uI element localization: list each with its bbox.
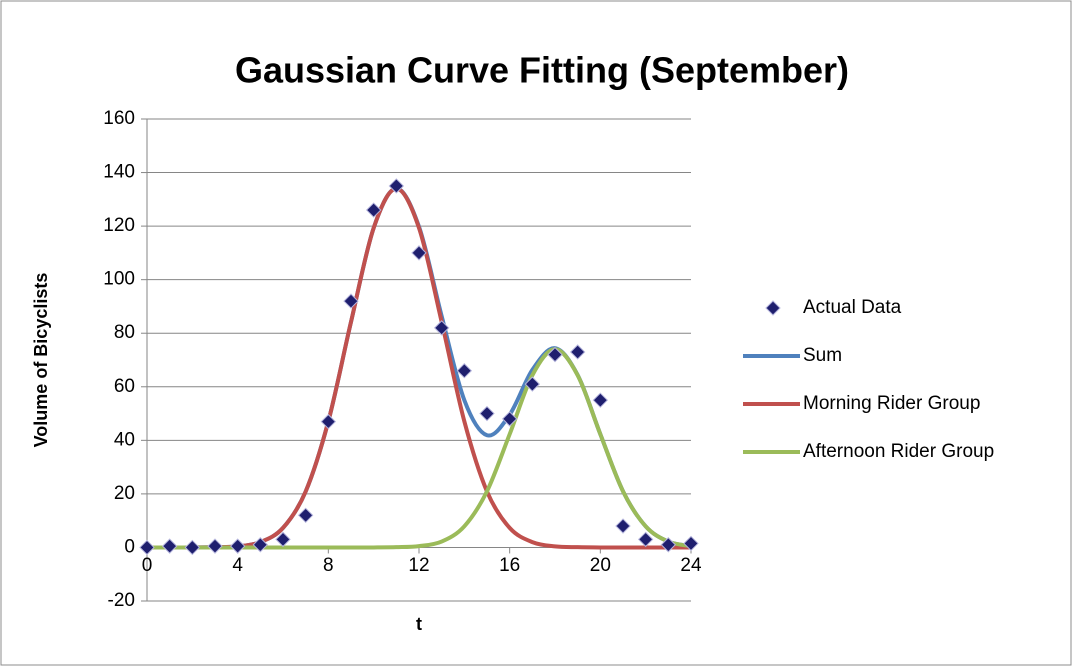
x-tick-label: 4	[232, 555, 243, 576]
legend-marker	[765, 300, 781, 316]
y-tick-label: 0	[124, 536, 135, 557]
data-point	[252, 537, 269, 553]
y-axis-label: Volume of Bicyclists	[31, 273, 51, 448]
y-tick-label: 80	[114, 322, 135, 343]
x-tick-label: 12	[408, 555, 429, 576]
legend-label: Actual Data	[803, 297, 902, 318]
legend-label: Afternoon Rider Group	[803, 441, 994, 462]
data-point	[184, 539, 201, 556]
data-point	[592, 392, 609, 408]
data-point	[683, 535, 699, 552]
data-point	[433, 320, 450, 336]
data-point	[547, 346, 563, 363]
data-point	[524, 376, 541, 392]
legend-label: Morning Rider Group	[803, 393, 980, 414]
legend-label: Sum	[803, 345, 842, 366]
x-tick-label: 20	[590, 555, 611, 576]
data-point	[501, 411, 518, 427]
data-point	[388, 178, 405, 194]
y-tick-label: 160	[103, 108, 135, 129]
x-tick-label: 16	[499, 555, 520, 576]
x-axis-label: t	[416, 614, 422, 634]
y-tick-label: 120	[103, 215, 135, 236]
data-point	[320, 413, 337, 430]
data-point	[365, 202, 382, 218]
data-point	[615, 518, 631, 534]
data-point	[411, 245, 427, 261]
data-point	[343, 293, 359, 309]
chart-title: Gaussian Curve Fitting (September)	[235, 50, 849, 91]
y-tick-label: 140	[103, 162, 135, 183]
y-tick-label: 100	[103, 269, 135, 290]
data-point	[479, 405, 495, 422]
data-point	[229, 538, 246, 554]
data-point	[456, 363, 473, 379]
data-point	[139, 539, 155, 556]
data-point	[297, 507, 314, 524]
y-tick-label: -20	[108, 590, 135, 611]
x-tick-label: 24	[680, 555, 702, 576]
data-point	[637, 531, 654, 548]
x-tick-label: 8	[323, 555, 334, 576]
x-tick-label: 0	[142, 555, 153, 576]
y-tick-label: 60	[114, 376, 135, 397]
data-point	[660, 537, 677, 553]
y-tick-label: 40	[114, 429, 135, 450]
data-point	[569, 344, 586, 360]
y-tick-label: 20	[114, 483, 135, 504]
data-point	[207, 538, 223, 554]
data-point	[161, 538, 178, 554]
data-point	[275, 531, 291, 548]
